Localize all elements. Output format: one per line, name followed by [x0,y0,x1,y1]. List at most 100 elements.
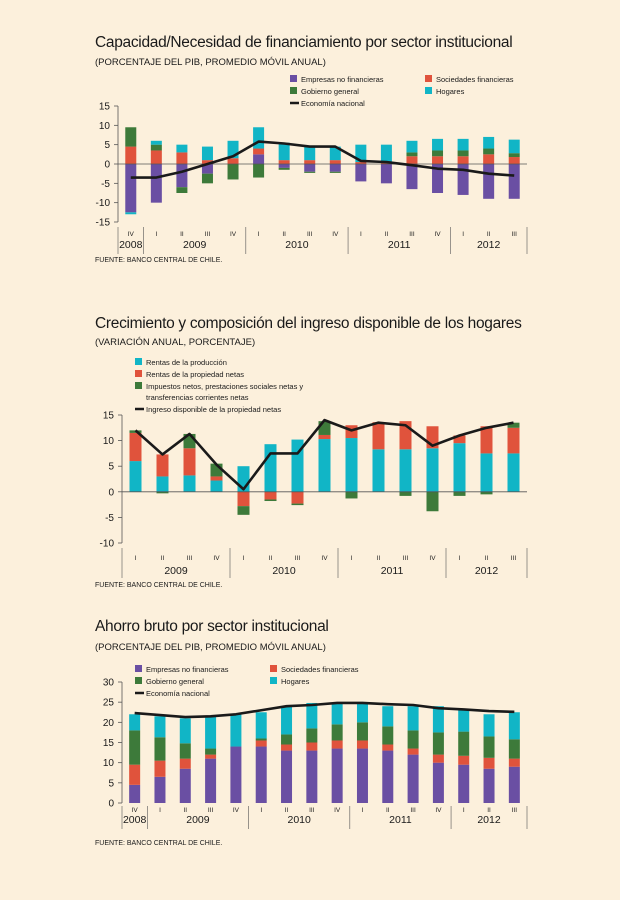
bar-segment [201,146,213,161]
bar-segment [125,146,137,164]
bar-segment [253,164,265,178]
x-tick-label: I [463,807,465,814]
bar-segment [205,748,217,755]
bar-segment [458,764,470,803]
x-year-label: 2009 [183,239,207,251]
series-line [134,701,515,719]
bar-segment [458,731,470,756]
bar-segment [291,491,304,504]
bar-segment [483,154,495,164]
bar-segment [432,156,444,164]
bar-segment [227,158,239,164]
x-tick-label: III [410,807,416,814]
bar-segment [382,750,394,803]
legend-swatch [135,382,142,389]
x-year-label: 2012 [475,565,499,577]
legend-label: Impuestos netos, prestaciones sociales n… [146,382,303,402]
bar-segment [150,150,162,164]
bar-segment [356,748,368,803]
bar-segment [331,740,343,749]
chart-source: FUENTE: BANCO CENTRAL DE CHILE. [95,840,223,847]
legend-swatch [135,358,142,365]
series-line [134,418,514,491]
bar-segment [227,140,239,159]
bar-segment [355,144,367,163]
bar-segment [176,152,188,164]
legend-swatch [135,370,142,377]
bar-segment [129,714,141,731]
bar-segment [432,754,444,763]
bar-segment [457,156,469,164]
bar-segment [278,167,290,170]
bar-segment [508,139,520,154]
x-tick-label: II [487,231,491,238]
x-tick-label: IV [132,807,139,814]
bar-segment [345,438,358,492]
bar-segment [329,164,341,172]
bar-segment [230,714,242,747]
bar-segment [255,746,267,803]
y-tick-label: 5 [108,778,114,789]
legend-label: Sociedades financieras [281,665,359,674]
x-tick-label: I [360,231,362,238]
y-tick-label: 0 [108,799,114,810]
bar-segment [372,422,385,450]
x-tick-label: III [511,555,517,562]
bar-segment [150,144,162,151]
y-tick-label: 0 [104,160,110,171]
bar-segment [304,171,316,173]
x-tick-label: IV [128,231,135,238]
bar-segment [125,164,137,213]
bar-segment [201,160,213,164]
y-tick-label: 10 [103,436,115,447]
bar-segment [281,706,293,735]
bar-segment [129,461,142,492]
x-tick-label: II [282,231,286,238]
bar-segment [306,702,318,729]
bar-segment [156,454,169,477]
bar-segment [406,152,418,157]
bar-segment [355,164,367,182]
bar-segment [329,160,341,164]
bar-segment [507,453,520,492]
bar-segment [426,491,439,512]
bar-segment [380,164,392,184]
bar-segment [483,714,495,737]
bar-segment [406,140,418,153]
chart-source: FUENTE: BANCO CENTRAL DE CHILE. [95,582,223,589]
x-tick-label: II [180,231,184,238]
bar-segment [318,434,331,440]
bar-segment [480,453,493,492]
bar-segment [205,754,217,759]
x-tick-label: I [459,555,461,562]
bar-segment [176,187,188,193]
bar-segment [458,710,470,732]
bar-segment [201,164,213,174]
legend-swatch [290,87,297,94]
x-tick-label: II [385,231,389,238]
bar-segment [453,435,466,444]
chart-subtitle: (PORCENTAJE DEL PIB, PROMEDIO MÓVIL ANUA… [95,57,326,68]
legend-label: Hogares [436,87,465,96]
x-tick-label: II [285,807,289,814]
x-tick-label: III [208,807,214,814]
bar-segment [331,748,343,803]
x-year-label: 2012 [477,239,501,251]
bar-segment [281,750,293,803]
bar-segment [432,762,444,803]
bar-segment [508,766,520,803]
x-tick-label: III [295,555,301,562]
x-tick-label: II [487,807,491,814]
bar-segment [406,164,418,190]
legend-label: Sociedades financieras [436,75,514,84]
chart-subtitle: (VARIACIÓN ANUAL, PORCENTAJE) [95,337,256,348]
bar-segment [432,164,444,193]
x-year-label: 2010 [288,814,312,826]
x-tick-label: III [403,555,409,562]
bar-segment [253,127,265,149]
legend-swatch [425,87,432,94]
bar-segment [129,784,141,803]
